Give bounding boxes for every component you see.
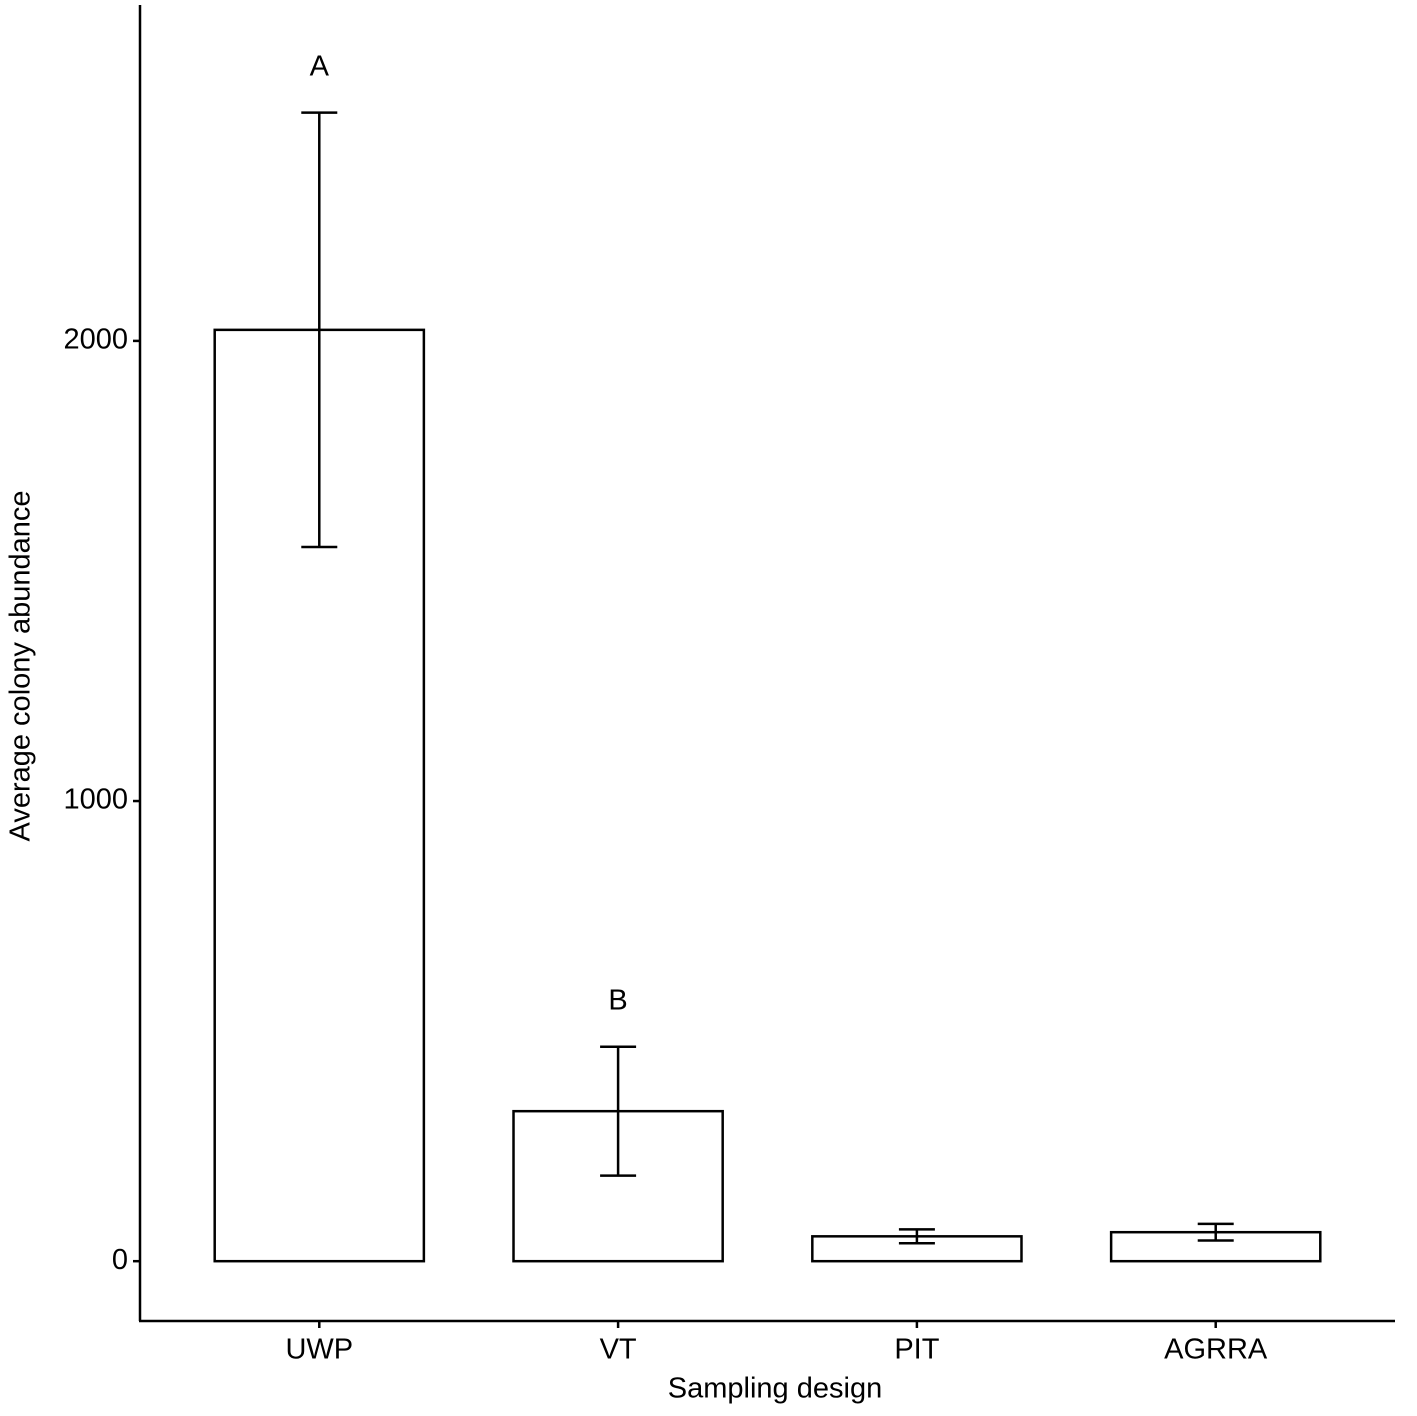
y-tick-label: 2000 [63, 324, 128, 356]
annotation: A [310, 50, 330, 82]
x-tick-label: VT [600, 1334, 637, 1366]
y-tick-label: 1000 [63, 784, 128, 816]
y-tick-label: 0 [112, 1244, 128, 1276]
bar [811, 1235, 1023, 1263]
x-tick-label: UWP [285, 1334, 353, 1366]
error-bar [898, 1228, 935, 1245]
error-bar [1197, 1222, 1234, 1242]
error-bar [600, 1045, 637, 1177]
x-tick-label: PIT [894, 1334, 939, 1366]
x-axis-title: Sampling design [668, 1373, 882, 1405]
y-axis-title: Average colony abundance [5, 491, 37, 842]
x-tick-label: AGRRA [1164, 1334, 1268, 1366]
annotation: B [608, 984, 627, 1016]
error-bar [301, 111, 338, 549]
